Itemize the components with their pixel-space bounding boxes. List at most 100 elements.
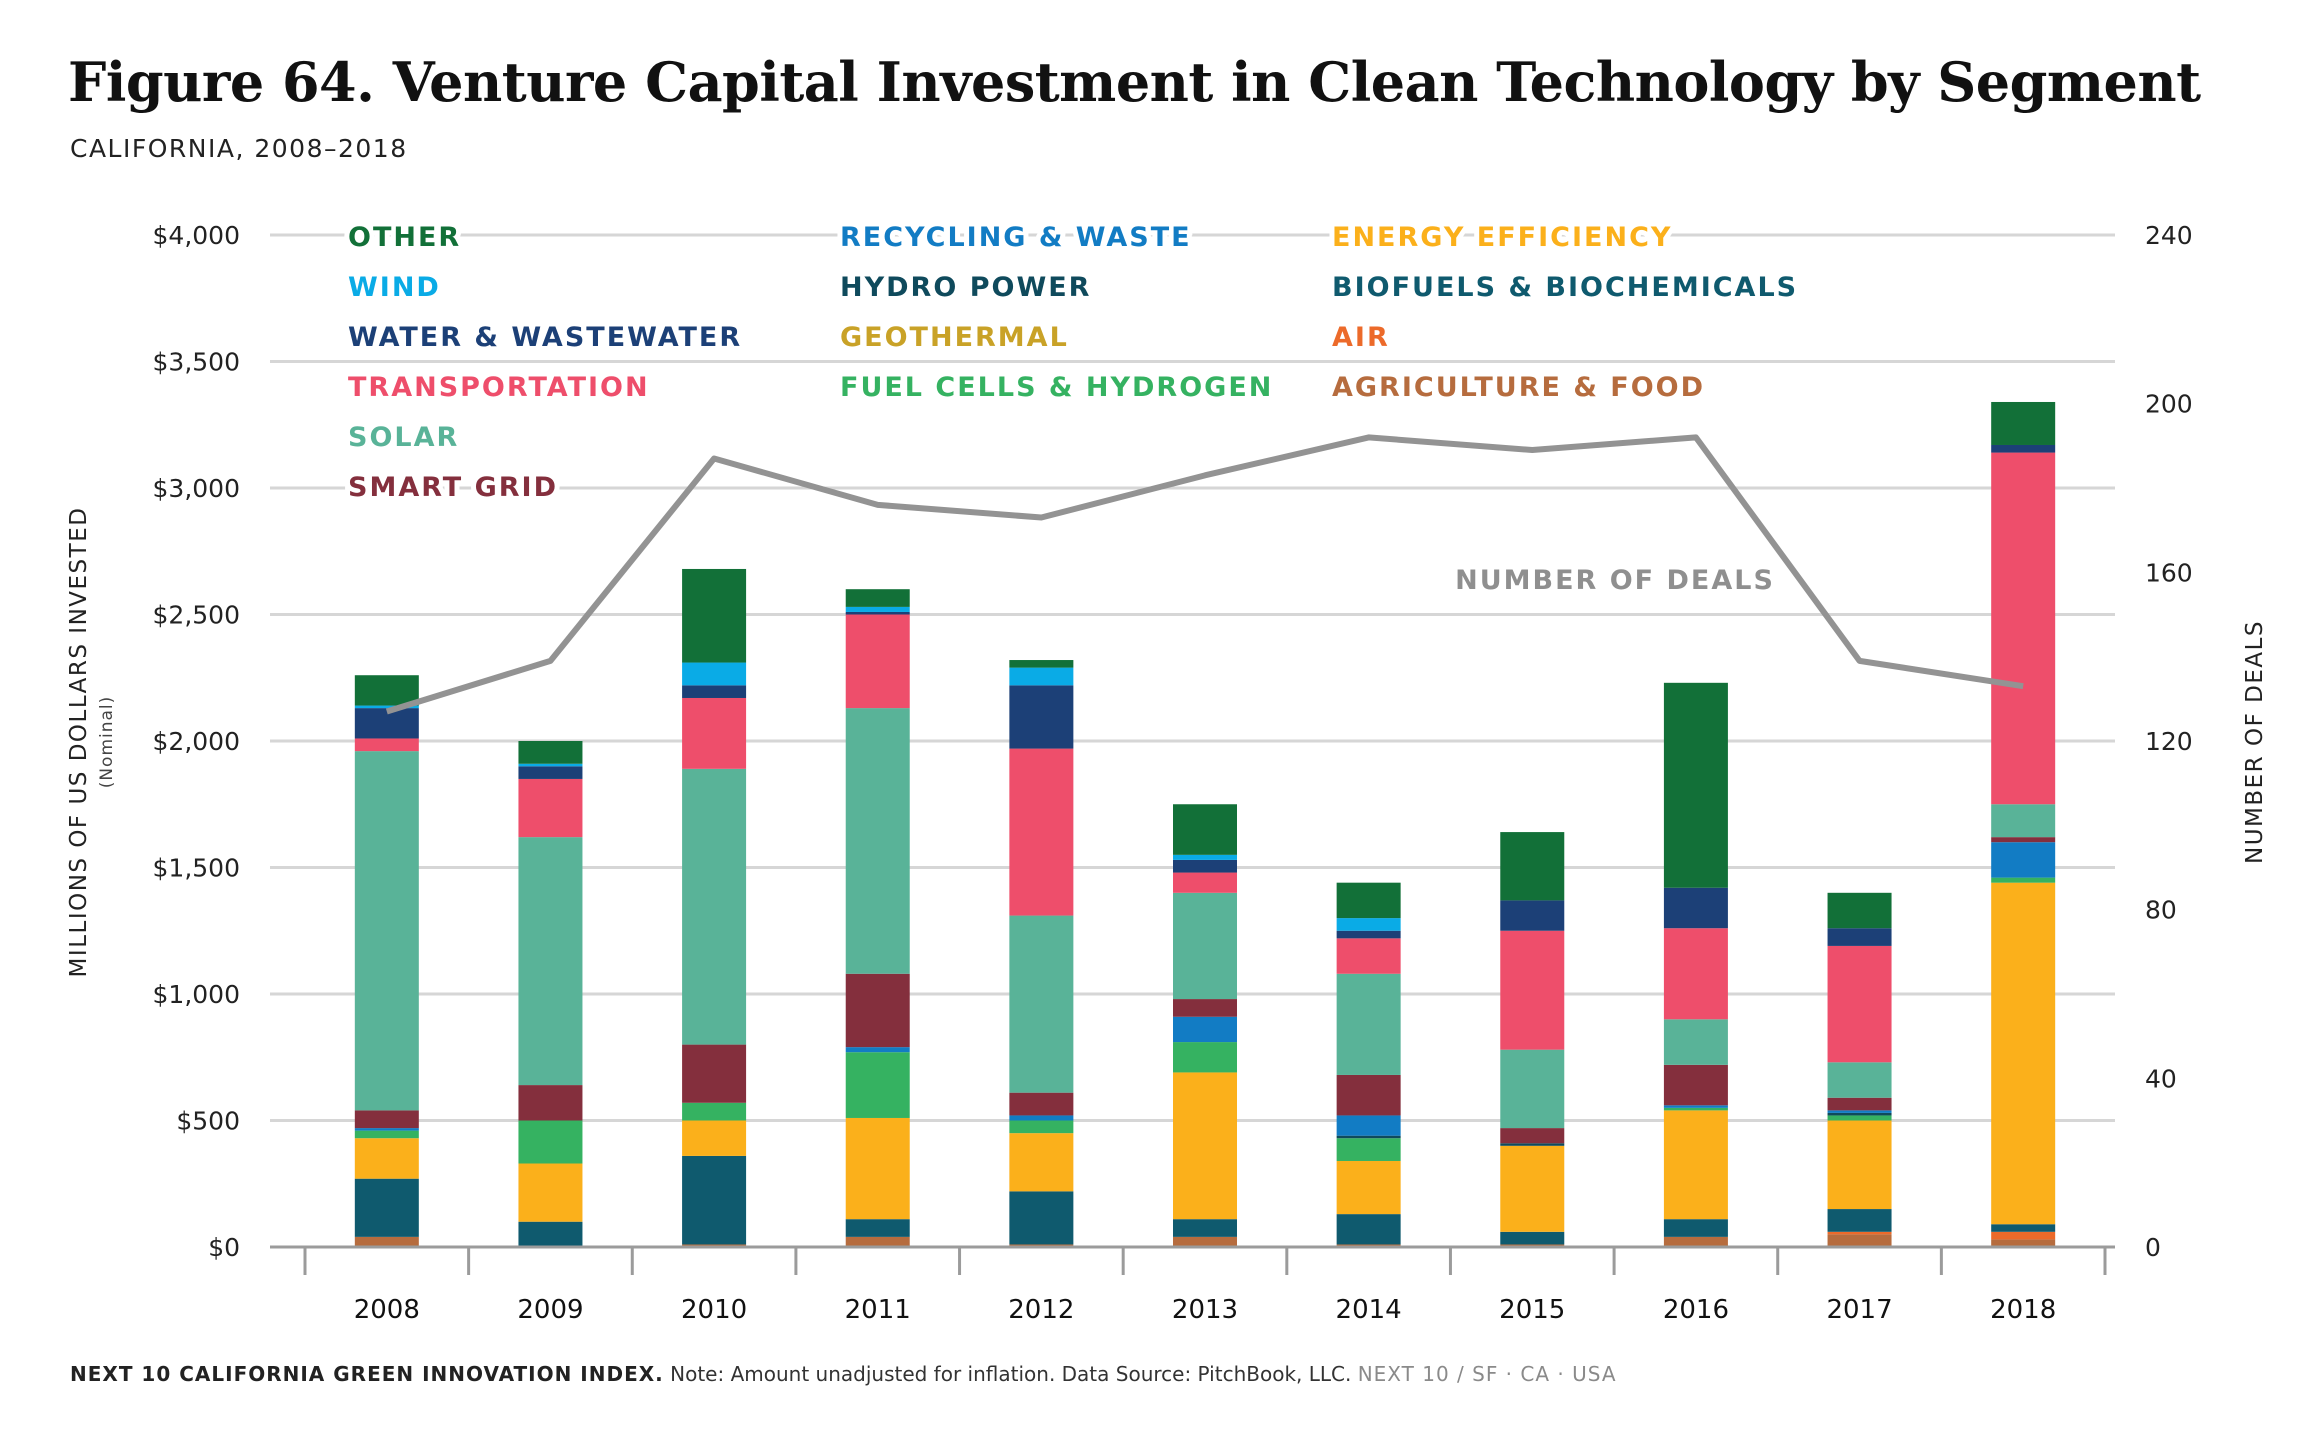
legend-item: WATER & WASTEWATER [348, 322, 742, 353]
footer-brand: NEXT 10 / SF · CA · USA [1357, 1362, 1617, 1386]
bar-segment [845, 611, 910, 615]
bar-segment [1827, 1234, 1892, 1247]
legend-item: SMART GRID [348, 472, 558, 503]
bar-segment [1009, 685, 1074, 749]
bar-segment [1500, 900, 1565, 931]
bar-segment [1827, 1209, 1892, 1232]
x-tick-label: 2014 [1336, 1295, 1402, 1325]
bar-segment [1173, 854, 1237, 860]
bar-segment [1009, 667, 1074, 686]
bars [354, 401, 2056, 1247]
bar-segment [1336, 938, 1401, 974]
y2-tick-label: 40 [2145, 1064, 2177, 1093]
y2-tick-label: 80 [2145, 896, 2177, 925]
bar-segment [354, 708, 419, 739]
bar-segment [1991, 837, 2056, 843]
bar-segment [1827, 1112, 1892, 1116]
bar-segment [845, 614, 910, 709]
legend-item: RECYCLING & WASTE [840, 222, 1192, 253]
bar-segment [1663, 1064, 1728, 1106]
legend-item: HYDRO POWER [840, 272, 1091, 303]
bar-segment [1336, 1135, 1401, 1139]
bar-segment [1336, 1160, 1401, 1215]
bar-segment [354, 751, 419, 1111]
chart-title: Figure 64. Venture Capital Investment in… [68, 50, 2201, 114]
x-tick-label: 2009 [517, 1295, 583, 1325]
legend-item: TRANSPORTATION [348, 372, 650, 403]
bar-segment [1173, 1219, 1237, 1237]
bar-segment [1009, 915, 1074, 1093]
bar-segment [1663, 1105, 1728, 1108]
bar-segment [682, 685, 747, 698]
bar-segment [518, 741, 583, 764]
footer-note: Note: Amount unadjusted for inflation. D… [670, 1362, 1352, 1386]
bar-segment [1827, 1097, 1892, 1111]
bar-segment [1173, 1042, 1237, 1073]
bar-segment [354, 1236, 419, 1247]
bar-segment [682, 1155, 747, 1245]
y2-tick-label: 120 [2145, 727, 2193, 756]
legend-item: GEOTHERMAL [840, 322, 1069, 353]
y2-axis-title: NUMBER OF DEALS [2242, 620, 2268, 864]
bar-segment [1991, 842, 2056, 878]
bar-segment [1991, 1231, 2056, 1240]
bar-segment [845, 1219, 910, 1237]
bar-segment [354, 738, 419, 752]
bar-segment [845, 606, 910, 612]
bar-segment [845, 1236, 910, 1247]
x-tick-label: 2011 [845, 1295, 911, 1325]
bar-segment [1500, 1143, 1565, 1146]
axis-labels: MILLIONS OF US DOLLARS INVESTED (Nominal)… [66, 507, 2268, 978]
y2-tick-label: 160 [2145, 558, 2193, 587]
bar-segment [1991, 804, 2056, 838]
bar-segment [1173, 872, 1237, 893]
x-tick-label: 2017 [1826, 1295, 1892, 1325]
x-tick-label: 2015 [1499, 1295, 1565, 1325]
bar-segment [1827, 892, 1892, 929]
bar-segment [518, 763, 583, 767]
y-tick-label: $3,500 [153, 348, 240, 377]
x-tick-label: 2010 [681, 1295, 747, 1325]
y-tick-label: $4,000 [153, 221, 240, 250]
y-tick-label: $1,000 [153, 980, 240, 1009]
y-axis-subtitle: (Nominal) [97, 696, 117, 789]
y-tick-label: $3,000 [153, 474, 240, 503]
bar-segment [1500, 930, 1565, 1050]
bar-segment [354, 705, 419, 709]
bar-segment [1991, 882, 2056, 1225]
bar-segment [518, 1221, 583, 1247]
bar-segment [1173, 1236, 1237, 1247]
bar-segment [1663, 1219, 1728, 1237]
bar-segment [354, 1110, 419, 1129]
x-tick-label: 2012 [1008, 1295, 1074, 1325]
y2-tick-label: 200 [2145, 390, 2193, 419]
bar-segment [1663, 682, 1728, 888]
bar-segment [1827, 945, 1892, 1063]
bar-segment [1663, 887, 1728, 929]
bar-segment [682, 1120, 747, 1156]
y-tick-label: $1,500 [153, 854, 240, 883]
bar-segment [1173, 999, 1237, 1017]
bar-segment [682, 1044, 747, 1103]
bar-segment [1009, 1115, 1074, 1121]
bar-segment [1500, 1145, 1565, 1232]
bar-segment [682, 662, 747, 686]
x-tick-label: 2008 [354, 1295, 420, 1325]
bar-segment [518, 766, 583, 779]
bar-segment [354, 1138, 419, 1179]
bar-segment [1827, 1062, 1892, 1098]
y2-tick-label: 0 [2145, 1233, 2161, 1262]
bar-segment [682, 568, 747, 663]
footer-source-label: NEXT 10 CALIFORNIA GREEN INNOVATION INDE… [70, 1362, 664, 1386]
legend-item: WIND [348, 272, 441, 303]
legend-item: SOLAR [348, 422, 459, 453]
legend-item: BIOFUELS & BIOCHEMICALS [1332, 272, 1798, 303]
bar-segment [1009, 660, 1074, 668]
bar-segment [682, 768, 747, 1045]
bar-segment [1663, 1019, 1728, 1065]
bar-segment [1173, 1016, 1237, 1043]
bar-segment [1827, 928, 1892, 946]
legend-item: ENERGY EFFICIENCY [1332, 222, 1672, 253]
x-tick-label: 2018 [1990, 1295, 2056, 1325]
chart-subtitle: CALIFORNIA, 2008–2018 [70, 134, 408, 163]
